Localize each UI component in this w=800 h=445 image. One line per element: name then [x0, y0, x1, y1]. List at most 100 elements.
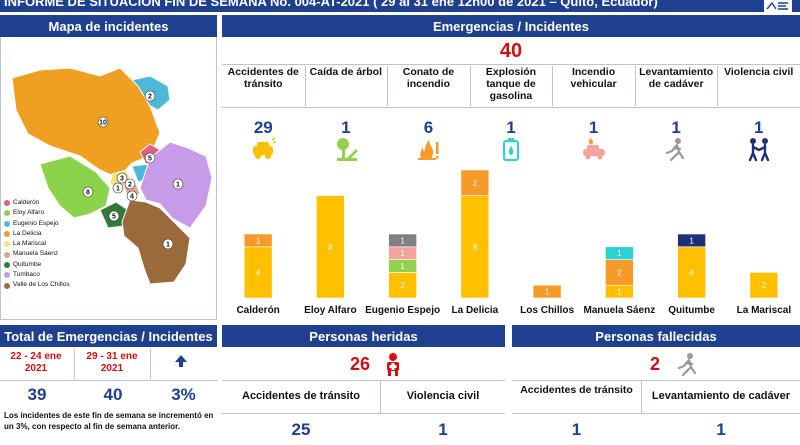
legend-label: Valle de Los Chillos: [13, 281, 70, 289]
divider: [222, 380, 505, 381]
bar-segment: [316, 195, 345, 299]
bar-value-label: 2: [617, 268, 622, 277]
legend-item: La Delicia: [4, 229, 70, 239]
map-count: 8: [86, 190, 90, 197]
legend-swatch: [4, 282, 10, 289]
divider: [222, 413, 505, 414]
bar-value-label: 1: [545, 288, 550, 297]
logo-icon: [764, 0, 792, 12]
arrow-up-icon: [175, 355, 187, 367]
bar-value-label: 1: [400, 262, 405, 271]
heridas-col-1-value: 25: [291, 420, 311, 439]
bar-value-label: 1: [617, 288, 622, 297]
map-count: 1: [116, 186, 120, 193]
period-1: 22 - 24 ene 2021: [10, 351, 62, 374]
legend-label: Quitumbe: [13, 260, 42, 268]
bar-segment: [605, 246, 634, 260]
fallen-person-icon: [677, 353, 697, 376]
legend-swatch: [4, 231, 10, 238]
divider: [222, 64, 800, 65]
bar-value-label: 2: [400, 281, 405, 290]
legend-item: Calderón: [4, 198, 70, 208]
bar-value-label: 2: [473, 179, 478, 188]
bar-value-label: 1: [400, 249, 405, 258]
legend-label: Tumbaco: [13, 271, 40, 279]
heridas-col-2-value: 1: [438, 420, 448, 439]
heridas-title: Personas heridas: [222, 325, 505, 347]
bar-value-label: 4: [689, 268, 694, 277]
legend-swatch: [4, 200, 10, 207]
bar-segment: [460, 170, 490, 196]
map-count: 2: [148, 94, 152, 101]
bar-value-label: 4: [256, 268, 261, 277]
divider: [641, 381, 642, 413]
bar-segment: [749, 272, 779, 299]
legend-item: Manuela Sáenz: [4, 249, 70, 259]
x-tick-label: Eugenio Espejo: [365, 305, 440, 316]
x-tick-label: Los Chillos: [520, 305, 574, 316]
bar-segment: [677, 233, 706, 248]
category-label: Conato de incendio: [402, 66, 455, 90]
bar-value-label: 1: [256, 236, 261, 245]
report-header: INFORME DE SITUACIÓN FIN DE SEMANA No. 0…: [0, 0, 800, 12]
injured-person-icon: [387, 353, 399, 376]
legend-swatch: [4, 261, 10, 268]
fallecidas-col-2-value: 1: [716, 420, 726, 439]
category-count: 6: [423, 118, 434, 137]
legend-item: Tumbaco: [4, 270, 70, 280]
legend-item: Valle de Los Chillos: [4, 280, 70, 290]
map-count: 10: [99, 120, 107, 127]
heridas-col-1-label: Accidentes de tránsito: [242, 390, 360, 402]
gas-tank-icon: [503, 138, 519, 161]
legend-item: La Mariscal: [4, 239, 70, 249]
divider: [222, 107, 800, 108]
legend-label: La Mariscal: [13, 240, 47, 248]
divider: [304, 66, 306, 106]
divider: [387, 66, 389, 106]
value-2: 40: [103, 385, 123, 404]
x-tick-label: La Mariscal: [737, 305, 792, 316]
heridas-col-2-label: Violencia civil: [406, 390, 480, 402]
fallecidas-col-1-label: Accidentes de tránsito: [520, 384, 633, 396]
divider: [469, 66, 471, 106]
fallecidas-total: 2: [649, 354, 660, 374]
bar-segment: [532, 284, 562, 299]
divider: [717, 66, 719, 106]
legend-item: Quitumbe: [4, 260, 70, 270]
value-1: 39: [27, 385, 47, 404]
bar-segment: [388, 272, 417, 299]
divider: [512, 413, 800, 414]
divider: [634, 66, 636, 106]
legend-label: Eugenio Espejo: [13, 219, 59, 227]
legend-label: La Delicia: [13, 229, 42, 237]
legend-swatch: [4, 220, 10, 227]
bar-segment: [677, 246, 706, 299]
body-icon: [666, 138, 685, 162]
bar-value-label: 1: [617, 249, 622, 258]
map-count: 5: [112, 214, 116, 221]
legend-label: Calderón: [13, 199, 40, 206]
car-crash-icon: [253, 137, 277, 159]
legend-label: Manuela Sáenz: [13, 250, 59, 258]
map-count-markers: 2 10 5 3 2 1 1 8 4 5 1: [82, 90, 184, 250]
divider: [0, 380, 217, 381]
total-note: Los incidentes de este fin de semana se …: [4, 411, 214, 431]
period-2: 29 - 31 ene 2021: [86, 351, 138, 374]
emergencias-title: Emergencias / Incidentes: [222, 15, 800, 37]
incident-map: 2 10 5 3 2 1 1 8 4 5 1: [11, 67, 213, 285]
category-label: Caída de árbol: [309, 66, 383, 78]
map-count: 4: [130, 194, 134, 201]
map-count: 1: [176, 182, 180, 189]
fallen-tree-icon: [336, 138, 358, 162]
fire-icon: [418, 140, 439, 160]
category-count: 1: [753, 118, 764, 137]
category-label: Levantamiento de cadáver: [639, 66, 714, 90]
bar-segment: [460, 195, 490, 299]
category-count: 1: [341, 118, 351, 137]
bar-value-label: 8: [328, 243, 333, 252]
x-tick-label: Calderón: [236, 305, 279, 316]
car-fire-icon: [582, 138, 605, 160]
emergencias-total: 40: [499, 40, 523, 62]
fallecidas-col-1-value: 1: [571, 420, 582, 439]
map-region-eloy-alfaro: [39, 155, 111, 219]
